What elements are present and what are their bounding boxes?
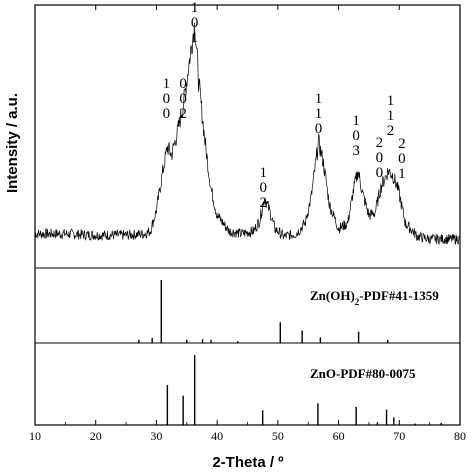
measured-pattern-panel — [34, 22, 461, 246]
plot-border — [34, 4, 461, 426]
x-tick-label: 20 — [90, 429, 102, 443]
zno-reference-panel: ZnO-PDF#80-0075 — [166, 355, 442, 425]
x-axis-ticks: 10 20 30 40 50 60 70 80 — [29, 5, 466, 443]
zn-oh2-reference-panel: Zn(OH)2-PDF#41-1359 — [138, 280, 439, 343]
x-tick-label: 60 — [333, 429, 345, 443]
x-tick-label: 50 — [272, 429, 284, 443]
x-tick-label: 70 — [393, 429, 405, 443]
x-tick-label: 40 — [211, 429, 223, 443]
y-axis-title: Intensity / a.u. — [4, 93, 21, 193]
reference-label: Zn(OH)2-PDF#41-1359 — [310, 288, 439, 307]
x-axis-title: 2-Theta / º — [212, 454, 284, 471]
measured-pattern-line — [34, 22, 461, 246]
reference-label: ZnO-PDF#80-0075 — [310, 366, 416, 381]
plot-frame — [34, 4, 461, 426]
x-tick-label: 10 — [29, 429, 41, 443]
x-tick-label: 80 — [454, 429, 466, 443]
peak-annotations: 1 0 0 0 0 2 1 0 1 1 0 2 1 1 0 1 0 3 2 0 01 1 22 0 1 — [163, 0, 406, 211]
x-tick-label: 30 — [150, 429, 162, 443]
